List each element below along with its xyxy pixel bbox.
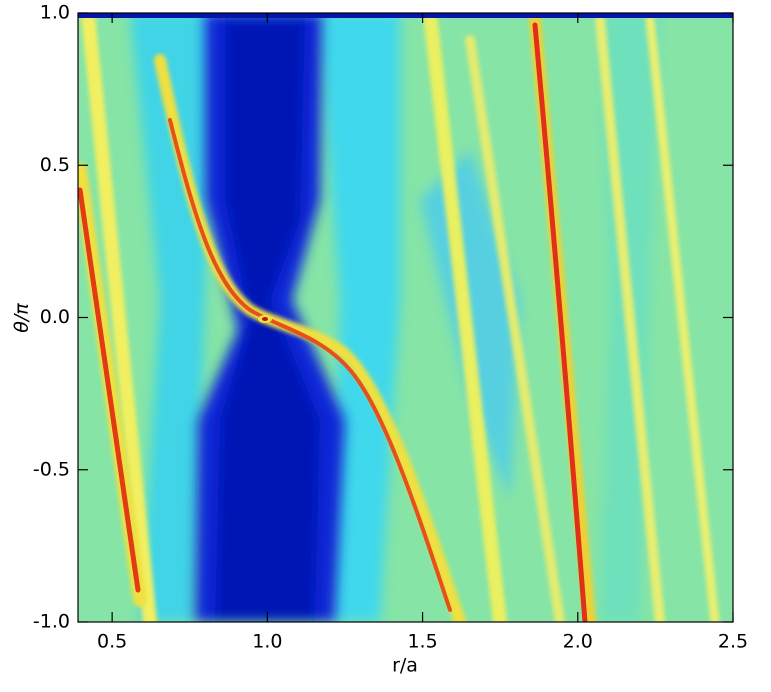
x-tick-label: 2.5	[718, 631, 748, 653]
y-tick-label: -0.5	[33, 458, 70, 480]
x-axis-label: r/a	[392, 655, 418, 677]
density-map	[78, 13, 733, 622]
x-tick-label: 0.5	[97, 631, 127, 653]
x-tick-label: 1.0	[252, 631, 282, 653]
y-tick-label: 1.0	[40, 2, 70, 24]
y-tick-label: -1.0	[33, 611, 70, 633]
y-tick-label: 0.0	[40, 306, 70, 328]
y-tick-label: 0.5	[40, 154, 70, 176]
y-axis-label: θ/π	[11, 303, 33, 333]
x-tick-label: 2.0	[563, 631, 593, 653]
x-tick-label: 1.5	[407, 631, 437, 653]
